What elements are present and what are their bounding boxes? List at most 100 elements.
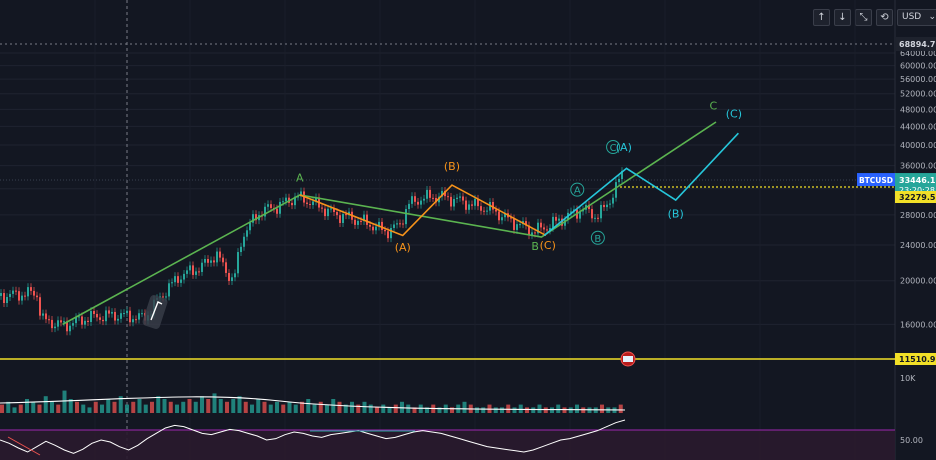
volume-bar: [225, 401, 229, 413]
volume-bar: [412, 407, 417, 413]
candle-body: [579, 211, 581, 219]
support-label: 11510.92: [899, 355, 936, 364]
volume-bar: [6, 401, 11, 413]
candle-body: [456, 197, 458, 200]
candle-body: [54, 326, 56, 329]
wave-label: (B): [668, 208, 684, 221]
candle-body: [546, 229, 548, 231]
candle-body: [399, 223, 401, 225]
candle-body: [315, 197, 317, 202]
volume-bar: [256, 399, 261, 413]
candle-body: [45, 313, 47, 320]
candle-body: [324, 208, 326, 217]
candle-body: [276, 208, 278, 214]
wave-label: A: [296, 172, 304, 185]
scroll-down-icon[interactable]: ↓: [834, 9, 851, 26]
volume-bar: [393, 404, 398, 413]
volume-bar: [306, 399, 311, 413]
wave-orange: [299, 184, 547, 237]
scroll-up-icon[interactable]: ↑: [813, 9, 830, 26]
candle-body: [117, 318, 119, 321]
candle-body: [486, 210, 488, 212]
candle-body: [513, 218, 515, 230]
volume-bar: [268, 404, 273, 413]
candle-body: [201, 262, 203, 272]
chart-toolbar: ↑ ↓ ⤡ ⟲ USD ⌄: [813, 9, 936, 26]
volume-bar: [62, 390, 67, 413]
volume-bar: [68, 399, 73, 413]
auto-scale-icon[interactable]: ⤡: [855, 9, 872, 26]
candle-body: [423, 198, 425, 201]
volume-bar: [137, 399, 142, 413]
candle-body: [600, 204, 602, 219]
volume-bar: [75, 401, 79, 413]
candle-body: [243, 236, 245, 247]
volume-bar: [168, 401, 173, 413]
candle-body: [468, 204, 470, 210]
wave-label: (C): [540, 239, 556, 252]
volume-bar: [200, 396, 204, 413]
candle-body: [219, 251, 221, 258]
candle-body: [60, 320, 62, 323]
candle-body: [561, 218, 563, 226]
candle-body: [234, 273, 236, 278]
candle-body: [549, 227, 551, 231]
countdown-label: 23:20:28: [899, 186, 935, 195]
candle-body: [210, 260, 212, 263]
candle-body: [327, 208, 329, 217]
wave-label: (A): [616, 141, 632, 154]
candle-body: [120, 313, 122, 319]
volume-bar: [206, 399, 211, 413]
candle-body: [297, 196, 299, 198]
chevron-down-icon: ⌄: [928, 12, 936, 22]
volume-bar: [418, 404, 423, 413]
candle-body: [471, 204, 473, 206]
candle-body: [333, 208, 335, 213]
volume-bar: [187, 399, 192, 413]
candle-body: [72, 323, 74, 326]
volume-bar: [150, 401, 154, 413]
volume-bar: [518, 404, 523, 413]
flag-icon: [623, 356, 633, 362]
candle-body: [66, 321, 68, 332]
wave-label: (B): [444, 160, 460, 173]
candle-body: [135, 319, 137, 321]
volume-bar: [18, 404, 23, 413]
reset-icon[interactable]: ⟲: [876, 9, 893, 26]
volume-bar: [437, 407, 442, 413]
candle-body: [186, 270, 188, 274]
volume-bar: [318, 401, 323, 413]
volume-bar: [337, 401, 342, 413]
volume-bar: [562, 407, 567, 413]
candle-body: [570, 211, 572, 213]
volume-bar: [362, 401, 367, 413]
candle-body: [390, 227, 392, 239]
volume-bar: [500, 407, 504, 413]
candle-body: [609, 203, 611, 205]
circled-wave-label: B: [594, 234, 601, 245]
volume-axis-label: 10K: [900, 374, 916, 383]
volume-bar: [381, 404, 386, 413]
candle-body: [459, 196, 461, 198]
volume-bar: [512, 407, 517, 413]
currency-select[interactable]: USD ⌄: [897, 9, 936, 26]
candle-body: [345, 214, 347, 216]
candle-body: [396, 223, 398, 225]
dotted-level-badge: [895, 191, 936, 204]
y-tick-label: 16000.00: [900, 320, 936, 329]
candle-body: [240, 246, 242, 253]
candle-body: [330, 208, 332, 210]
dotted-level-label: 32279.55: [899, 193, 936, 202]
candle-body: [306, 202, 308, 204]
candle-body: [42, 313, 44, 316]
volume-bar: [81, 404, 86, 413]
circled-wave-label: C: [610, 143, 617, 154]
candle-body: [540, 222, 542, 228]
wave-circle: [606, 139, 621, 154]
candle-body: [93, 310, 95, 314]
volume-bar: [331, 399, 336, 413]
candle-body: [444, 190, 446, 197]
volume-bar: [231, 399, 236, 413]
candle-body: [285, 197, 287, 202]
